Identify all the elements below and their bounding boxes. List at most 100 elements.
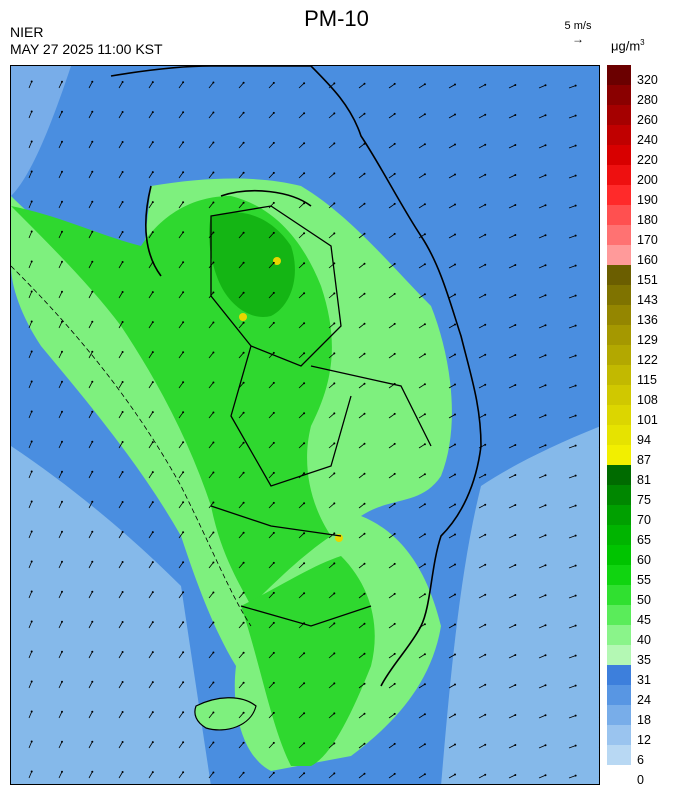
wind-arrow [238, 532, 244, 539]
wind-arrow [28, 351, 33, 359]
wind-arrow [58, 291, 63, 299]
scale-swatch [607, 145, 631, 166]
wind-arrow-head [514, 444, 517, 446]
wind-arrow-head [303, 742, 306, 745]
wind-arrow-head [182, 321, 185, 324]
wind-arrow-head [121, 81, 124, 83]
wind-arrow [448, 114, 456, 119]
wind-arrow [418, 443, 426, 449]
wind-arrow [238, 202, 244, 209]
wind-arrow-head [454, 773, 456, 776]
wind-arrow [328, 713, 335, 719]
wind-arrow-head [303, 412, 306, 415]
wind-arrow [28, 681, 33, 689]
wind-arrow [208, 622, 214, 629]
wind-arrow-head [454, 293, 456, 296]
wind-arrow-head [212, 201, 215, 204]
coastline [110, 66, 482, 687]
wind-arrow [268, 472, 275, 479]
scale-label: 31 [637, 673, 651, 687]
wind-arrow [208, 592, 214, 599]
wind-arrow-head [423, 143, 426, 146]
wind-arrow [238, 592, 244, 599]
wind-arrow-head [423, 353, 426, 356]
wind-arrow [538, 384, 546, 389]
wind-arrow [598, 477, 599, 478]
wind-arrow [298, 562, 305, 569]
wind-arrow-head [91, 620, 94, 623]
wind-arrow [568, 385, 576, 389]
wind-arrow [358, 743, 365, 749]
wind-arrow-head [514, 294, 517, 296]
wind-arrow [508, 144, 516, 149]
wind-arrow-head [574, 324, 577, 327]
wind-arrow-head [363, 202, 366, 205]
wind-arrow-head [574, 774, 577, 777]
wind-arrow [208, 682, 214, 689]
wind-arrow [358, 233, 365, 239]
wind-arrow [238, 562, 244, 569]
wind-arrow [238, 382, 244, 389]
scale-label: 50 [637, 593, 651, 607]
scale-label: 170 [637, 233, 658, 247]
wind-arrow [298, 82, 305, 89]
scale-label: 0 [637, 773, 644, 787]
wind-arrow [88, 321, 93, 329]
wind-arrow [598, 537, 599, 538]
wind-arrow-head [212, 231, 215, 234]
wind-arrow [358, 623, 365, 629]
wind-arrow [208, 712, 214, 719]
wind-arrow-head [61, 380, 63, 383]
wind-arrow [478, 504, 486, 509]
wind-arrow [418, 563, 426, 569]
wind-arrow-head [574, 564, 577, 567]
wind-arrow-head [272, 681, 275, 684]
wind-arrow [358, 203, 365, 209]
wind-arrow-head [393, 172, 396, 175]
wind-arrow-head [121, 741, 124, 743]
wind-arrow-head [484, 143, 487, 146]
wind-arrow-head [30, 590, 33, 593]
wind-arrow [538, 474, 546, 479]
wind-arrow-head [303, 502, 306, 505]
wind-arrow-head [151, 501, 154, 504]
wind-arrow [568, 505, 576, 509]
wind-arrow [238, 172, 244, 179]
wind-arrow-head [544, 294, 547, 297]
wind-arrow [118, 771, 123, 779]
wind-arrow-head [272, 621, 275, 624]
wind-arrow [28, 231, 33, 239]
wind-arrow [88, 291, 93, 299]
wind-arrow-head [303, 262, 306, 265]
wind-arrow [88, 681, 93, 689]
wind-arrow [58, 351, 63, 359]
wind-arrow-head [121, 561, 124, 563]
scale-label: 24 [637, 693, 651, 707]
scale-swatch [607, 585, 631, 606]
wind-arrow [538, 444, 546, 449]
wind-arrow-head [574, 384, 577, 387]
wind-arrow-head [544, 774, 547, 777]
wind-arrow-head [574, 414, 577, 417]
wind-arrow-head [303, 592, 306, 595]
wind-arrow [298, 622, 305, 629]
wind-arrow-head [514, 654, 517, 656]
wind-arrow [148, 531, 154, 539]
wind-arrow-head [423, 443, 426, 446]
wind-arrow [508, 204, 516, 209]
wind-arrow-head [121, 381, 124, 383]
wind-arrow-head [484, 83, 487, 86]
wind-arrow-head [454, 593, 456, 596]
wind-arrow-head [574, 354, 577, 357]
wind-arrow-head [333, 682, 336, 685]
wind-arrow-head [61, 470, 63, 473]
scale-label: 75 [637, 493, 651, 507]
wind-arrow-head [272, 351, 275, 354]
wind-vectors [28, 80, 599, 779]
wind-arrow-head [393, 622, 396, 625]
wind-arrow [238, 652, 244, 659]
wind-arrow-head [91, 80, 94, 83]
scale-swatch [607, 85, 631, 106]
wind-arrow [328, 143, 335, 149]
wind-arrow-head [151, 351, 154, 354]
